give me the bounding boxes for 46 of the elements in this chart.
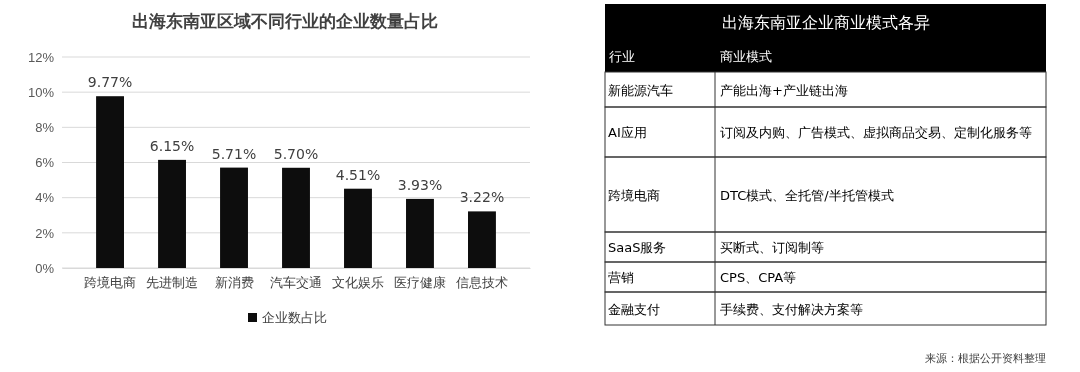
text: 金融支付: [608, 301, 660, 317]
y-tick-label: 0%: [35, 260, 55, 276]
bar: [406, 198, 434, 268]
text: CPS、CPA等: [720, 270, 797, 285]
data-label: 3.22%: [459, 189, 505, 206]
y-tick-label: 10%: [27, 84, 55, 100]
source-note: 来源：根据公开资料整理: [925, 352, 1046, 365]
text: 营销: [608, 270, 634, 285]
x-tick-label: 信息技术: [455, 275, 508, 291]
x-tick-label: 先进制造: [146, 275, 199, 291]
y-tick-label: 12%: [27, 49, 55, 65]
y-tick-label: 6%: [35, 155, 55, 171]
bar: [468, 211, 496, 268]
text: 手续费、支付解决方案等: [720, 301, 863, 317]
text: DTC模式、全托管/半托管模式: [720, 187, 894, 203]
bar: [344, 188, 372, 268]
text: 行业: [609, 49, 635, 64]
y-tick-label: 2%: [35, 225, 55, 241]
text: 买断式、订阅制等: [720, 240, 824, 255]
data-label: 4.51%: [335, 166, 381, 183]
text: 新能源汽车: [608, 82, 673, 98]
chart-title: 出海东南亚区域不同行业的企业数量占比: [132, 11, 438, 31]
bar: [158, 159, 186, 268]
x-tick-label: 文化娱乐: [331, 275, 384, 291]
y-tick-label: 4%: [35, 190, 55, 206]
bar: [282, 167, 310, 268]
bar: [220, 167, 248, 268]
data-label: 3.93%: [397, 176, 443, 193]
text: 产能出海+产业链出海: [720, 82, 848, 98]
data-label: 5.71%: [211, 145, 257, 162]
x-tick-label: 跨境电商: [84, 275, 137, 291]
text: 订阅及内购、广告模式、虚拟商品交易、定制化服务等: [720, 125, 1032, 140]
text: 出海东南亚企业商业模式各异: [721, 13, 930, 32]
text: SaaS服务: [608, 240, 667, 255]
text: AI应用: [608, 125, 647, 140]
x-tick-label: 新消费: [214, 275, 254, 291]
text: 商业模式: [720, 49, 772, 64]
legend-label: 企业数占比: [262, 310, 327, 325]
text: 跨境电商: [608, 187, 660, 203]
x-tick-label: 汽车交通: [270, 275, 322, 291]
data-label: 6.15%: [149, 137, 195, 154]
data-label: 9.77%: [87, 74, 133, 91]
data-label: 5.70%: [273, 145, 319, 162]
y-tick-label: 8%: [35, 119, 55, 135]
bar: [96, 96, 124, 268]
x-tick-label: 医疗健康: [393, 275, 446, 291]
